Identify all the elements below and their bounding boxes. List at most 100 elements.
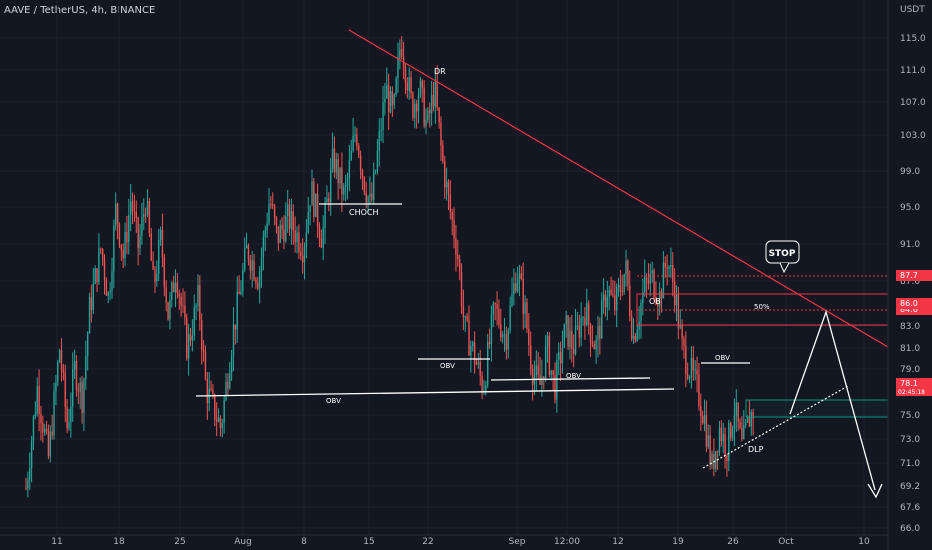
- price-label: 78.1: [900, 379, 918, 388]
- candle-body: [268, 203, 270, 224]
- x-tick-label: 22: [422, 537, 433, 547]
- y-tick-label: 67.6: [900, 503, 920, 513]
- candle-body: [644, 277, 646, 293]
- demand-zone: [745, 399, 889, 418]
- candle-body: [496, 304, 498, 310]
- candle-body: [670, 265, 672, 267]
- candle-body: [131, 201, 134, 212]
- candle-body: [251, 260, 253, 271]
- candle-body: [492, 303, 495, 315]
- candle-body: [358, 146, 360, 156]
- candle-body: [698, 374, 700, 407]
- candle-body: [677, 295, 680, 328]
- candle-body: [685, 345, 687, 374]
- candle-body: [617, 284, 620, 288]
- candle-body: [610, 289, 612, 294]
- candle-body: [77, 390, 80, 392]
- x-tick-label: 15: [363, 537, 374, 547]
- candle-body: [735, 402, 738, 416]
- candle-body: [419, 80, 422, 96]
- candle-body: [429, 110, 431, 114]
- candle-body: [752, 412, 754, 419]
- candle-body: [516, 278, 519, 291]
- candle-body: [640, 302, 642, 322]
- candle-body: [245, 245, 248, 249]
- candle-body: [737, 402, 739, 422]
- candle-body: [230, 355, 233, 374]
- candle-body: [423, 87, 425, 127]
- candle-body: [86, 333, 89, 357]
- candle-body: [328, 198, 330, 203]
- candle-body: [339, 167, 341, 184]
- candle-body: [186, 317, 188, 359]
- candle-body: [169, 300, 171, 320]
- candle-body: [550, 370, 552, 375]
- obv-label: OBV: [715, 354, 730, 362]
- y-tick-label: 107.0: [900, 98, 926, 108]
- candle-body: [42, 423, 44, 433]
- candle-body: [445, 181, 448, 188]
- candle-body: [262, 236, 265, 257]
- candle-body: [636, 329, 638, 341]
- candle-body: [352, 135, 354, 151]
- candle-body: [146, 201, 149, 215]
- candle-body: [182, 305, 184, 307]
- candle-body: [195, 305, 197, 308]
- candle-body: [350, 150, 352, 161]
- candle-body: [109, 290, 111, 293]
- candle-body: [178, 293, 180, 297]
- candle-body: [741, 428, 743, 440]
- candle-body: [172, 282, 175, 292]
- candle-body: [371, 193, 373, 201]
- candle-body: [242, 269, 244, 292]
- candle-body: [283, 229, 285, 242]
- candle-body: [720, 427, 723, 442]
- candle-body: [630, 316, 633, 339]
- projection-path: [789, 309, 876, 491]
- candle-body: [85, 356, 87, 380]
- candle-body: [309, 205, 311, 213]
- x-tick-label: 18: [113, 537, 125, 547]
- candle-body: [45, 428, 48, 431]
- candle-body: [277, 226, 280, 243]
- candle-body: [335, 158, 337, 173]
- candle-body: [427, 110, 429, 120]
- candle-body: [288, 204, 291, 230]
- candle-body: [625, 260, 627, 275]
- time-axis: 11 18 25 Aug 8 15 22 Sep 12:00 12 19 26 Oct 10: [0, 534, 888, 547]
- y-tick-label: 99.0: [900, 167, 920, 177]
- candle-body: [634, 335, 637, 341]
- candle-body: [438, 107, 440, 123]
- candle-body: [726, 455, 728, 461]
- candle-body: [249, 259, 252, 271]
- candle-body: [201, 320, 203, 350]
- candle-body: [746, 416, 749, 423]
- candle-body: [657, 303, 659, 307]
- candle-body: [505, 334, 508, 350]
- candle-body: [215, 419, 218, 422]
- candle-body: [548, 336, 551, 375]
- candle-body: [582, 317, 584, 319]
- candle-body: [98, 248, 100, 283]
- candle-body: [679, 325, 681, 328]
- candle-body: [473, 342, 476, 364]
- x-tick-label: Aug: [234, 537, 252, 547]
- candle-body: [690, 357, 693, 378]
- candle-body: [234, 324, 237, 330]
- candle-body: [206, 378, 209, 404]
- candle-body: [563, 324, 566, 348]
- candle-body: [614, 295, 616, 311]
- candle-body: [511, 294, 513, 306]
- candle-body: [43, 428, 46, 433]
- candle-body: [440, 122, 442, 146]
- candle-body: [163, 256, 166, 288]
- candle-body: [571, 330, 573, 350]
- candle-body: [604, 294, 607, 308]
- candle-body: [129, 201, 132, 216]
- candle-body: [700, 406, 702, 417]
- candle-body: [315, 193, 317, 217]
- candle-body: [294, 230, 296, 243]
- candle-body: [565, 315, 567, 325]
- candle-body: [49, 431, 51, 457]
